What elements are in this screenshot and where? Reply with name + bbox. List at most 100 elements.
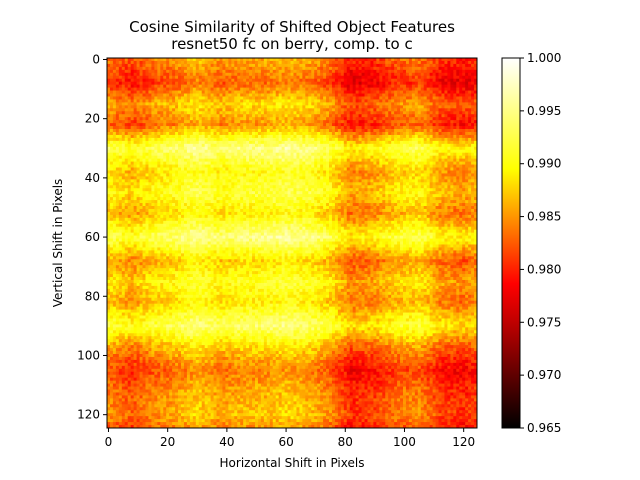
heatmap-cell: [385, 132, 389, 136]
heatmap-cell: [260, 132, 265, 136]
heatmap-cell: [246, 108, 250, 112]
heatmap-cell: [308, 108, 312, 112]
heatmap-cell: [343, 99, 348, 103]
heatmap-cell: [136, 140, 140, 145]
heatmap-cell: [210, 120, 214, 124]
heatmap-cell: [367, 167, 371, 171]
heatmap-cell: [388, 143, 392, 148]
heatmap-cell: [210, 134, 214, 139]
heatmap-cell: [145, 143, 149, 148]
heatmap-cell: [411, 126, 416, 130]
heatmap-cell: [169, 120, 173, 124]
heatmap-cell: [403, 167, 407, 171]
heatmap-cell: [376, 170, 380, 174]
heatmap-cell: [438, 132, 442, 136]
heatmap-cell: [169, 87, 173, 91]
heatmap-cell: [408, 102, 413, 106]
heatmap-cell: [411, 78, 416, 83]
heatmap-cell: [376, 84, 380, 88]
heatmap-cell: [213, 72, 217, 77]
heatmap-cell: [447, 158, 451, 162]
heatmap-cell: [334, 117, 339, 121]
heatmap-cell: [272, 140, 277, 145]
heatmap-cell: [426, 170, 431, 174]
heatmap-cell: [382, 72, 386, 77]
heatmap-cell: [166, 117, 170, 121]
heatmap-cell: [459, 75, 463, 80]
heatmap-cell: [346, 90, 351, 94]
heatmap-cell: [329, 155, 333, 160]
heatmap-cell: [337, 161, 342, 165]
heatmap-cell: [447, 81, 451, 86]
heatmap-cell: [308, 93, 312, 97]
heatmap-cell: [210, 132, 214, 136]
heatmap-cell: [201, 120, 206, 124]
heatmap-cell: [388, 120, 392, 124]
heatmap-cell: [456, 129, 460, 133]
heatmap-cell: [139, 78, 143, 83]
heatmap-cell: [112, 117, 117, 121]
heatmap-cell: [405, 69, 410, 74]
heatmap-cell: [462, 170, 466, 174]
heatmap-cell: [361, 72, 365, 77]
heatmap-cell: [400, 173, 404, 177]
heatmap-cell: [216, 173, 220, 177]
heatmap-cell: [240, 170, 244, 174]
heatmap-cell: [169, 105, 173, 109]
heatmap-cell: [166, 108, 170, 112]
heatmap-cell: [157, 75, 161, 80]
heatmap-cell: [145, 111, 149, 115]
heatmap-cell: [154, 120, 158, 124]
heatmap-cell: [195, 105, 200, 109]
heatmap-cell: [423, 117, 428, 121]
heatmap-cell: [257, 75, 262, 80]
heatmap-cell: [234, 75, 238, 80]
heatmap-cell: [275, 108, 280, 112]
heatmap-cell: [305, 99, 309, 103]
heatmap-cell: [263, 81, 268, 86]
heatmap-cell: [394, 170, 398, 174]
heatmap-cell: [181, 93, 185, 97]
heatmap-cell: [281, 123, 285, 127]
heatmap-cell: [145, 129, 149, 133]
heatmap-cell: [317, 81, 321, 86]
heatmap-cell: [453, 108, 457, 112]
heatmap-cell: [358, 105, 362, 109]
heatmap-cell: [414, 158, 419, 162]
heatmap-cell: [405, 93, 410, 97]
heatmap-cell: [257, 155, 262, 160]
heatmap-cell: [160, 114, 164, 118]
heatmap-cell: [465, 164, 469, 168]
heatmap-cell: [178, 170, 182, 174]
heatmap-cell: [107, 111, 111, 115]
heatmap-cell: [364, 167, 368, 171]
heatmap-cell: [441, 173, 445, 177]
heatmap-cell: [281, 87, 285, 91]
heatmap-cell: [178, 149, 182, 154]
heatmap-cell: [361, 117, 365, 121]
heatmap-cell: [133, 137, 137, 142]
heatmap-cell: [343, 75, 348, 80]
heatmap-cell: [429, 108, 433, 112]
heatmap-cell: [278, 170, 283, 174]
heatmap-cell: [231, 117, 235, 121]
heatmap-cell: [293, 155, 297, 160]
heatmap-cell: [397, 117, 401, 121]
heatmap-cell: [181, 126, 185, 130]
heatmap-cell: [308, 120, 312, 124]
heatmap-cell: [210, 173, 214, 177]
heatmap-cell: [225, 69, 229, 74]
heatmap-cell: [411, 152, 416, 157]
heatmap-cell: [130, 72, 135, 77]
heatmap-cell: [151, 108, 155, 112]
heatmap-cell: [474, 126, 478, 130]
heatmap-cell: [323, 58, 327, 62]
heatmap-cell: [296, 84, 300, 88]
heatmap-cell: [243, 60, 247, 65]
heatmap-cell: [432, 60, 436, 65]
heatmap-cell: [408, 134, 413, 139]
heatmap-cell: [432, 143, 436, 148]
heatmap-cell: [423, 75, 428, 80]
heatmap-cell: [367, 140, 371, 145]
heatmap-cell: [269, 137, 274, 142]
